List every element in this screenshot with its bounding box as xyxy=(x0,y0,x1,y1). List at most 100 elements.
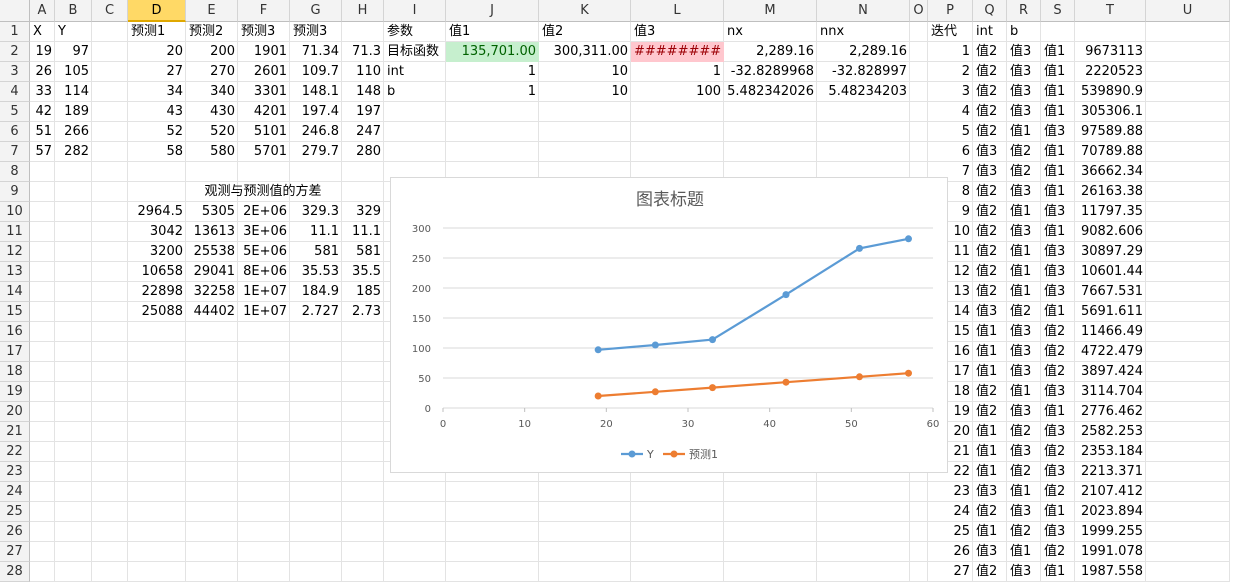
cell-h15[interactable]: 2.73 xyxy=(352,304,381,319)
iteration-choice[interactable]: 值2 xyxy=(976,504,998,519)
iteration-value[interactable]: 2582.253 xyxy=(1080,424,1143,439)
column-header-i[interactable]: I xyxy=(384,0,446,22)
iteration-choice[interactable]: 值2 xyxy=(1010,144,1032,159)
cell-f10[interactable]: 2E+06 xyxy=(243,204,287,219)
iteration-choice[interactable]: 值3 xyxy=(1044,284,1066,299)
cell-b1[interactable]: Y xyxy=(58,24,66,39)
column-header-d[interactable]: D xyxy=(128,0,186,22)
cell-l4[interactable]: 100 xyxy=(696,84,721,99)
cell-f6[interactable]: 5101 xyxy=(253,124,287,139)
iteration-choice[interactable]: 值2 xyxy=(976,384,998,399)
iteration-choice[interactable]: 值2 xyxy=(976,264,998,279)
iteration-number[interactable]: 17 xyxy=(953,364,970,379)
cell-b2[interactable]: 97 xyxy=(72,44,89,59)
iteration-choice[interactable]: 值3 xyxy=(1044,384,1066,399)
iteration-choice[interactable]: 值1 xyxy=(1044,504,1066,519)
iteration-choice[interactable]: 值1 xyxy=(1010,544,1032,559)
iteration-choice[interactable]: 值2 xyxy=(976,564,998,579)
iteration-choice[interactable]: 值1 xyxy=(1010,244,1032,259)
iteration-value[interactable]: 1999.255 xyxy=(1080,524,1143,539)
iteration-value[interactable]: 9673113 xyxy=(1085,44,1143,59)
cell-h4[interactable]: 148 xyxy=(356,84,381,99)
iteration-choice[interactable]: 值1 xyxy=(1044,44,1066,59)
row-header-19[interactable]: 19 xyxy=(0,382,30,402)
row-header-25[interactable]: 25 xyxy=(0,502,30,522)
cell-g13[interactable]: 35.53 xyxy=(301,264,339,279)
iteration-choice[interactable]: 值2 xyxy=(976,64,998,79)
column-header-g[interactable]: G xyxy=(290,0,342,22)
cell-f14[interactable]: 1E+07 xyxy=(243,284,287,299)
cell-m3[interactable]: -32.8289968 xyxy=(730,64,814,79)
iteration-choice[interactable]: 值1 xyxy=(1044,184,1066,199)
column-header-e[interactable]: E xyxy=(186,0,238,22)
cell-d5[interactable]: 43 xyxy=(166,104,183,119)
iteration-choice[interactable]: 值1 xyxy=(1010,284,1032,299)
row-header-10[interactable]: 10 xyxy=(0,202,30,222)
iteration-choice[interactable]: 值1 xyxy=(1044,64,1066,79)
iteration-value[interactable]: 36662.34 xyxy=(1080,164,1143,179)
cell-e5[interactable]: 430 xyxy=(210,104,235,119)
cell-f3[interactable]: 2601 xyxy=(253,64,287,79)
iteration-choice[interactable]: 值1 xyxy=(1010,204,1032,219)
iteration-choice[interactable]: 值1 xyxy=(1010,264,1032,279)
row-header-6[interactable]: 6 xyxy=(0,122,30,142)
cell-g15[interactable]: 2.727 xyxy=(301,304,339,319)
iteration-choice[interactable]: 值1 xyxy=(1044,404,1066,419)
cell-d11[interactable]: 3042 xyxy=(149,224,183,239)
cell-e6[interactable]: 520 xyxy=(210,124,235,139)
iteration-choice[interactable]: 值1 xyxy=(1010,384,1032,399)
iteration-choice[interactable]: 值2 xyxy=(976,204,998,219)
cell-n2[interactable]: 2,289.16 xyxy=(849,44,907,59)
iteration-choice[interactable]: 值2 xyxy=(976,404,998,419)
iteration-choice[interactable]: 值3 xyxy=(1044,244,1066,259)
iteration-choice[interactable]: 值3 xyxy=(1044,424,1066,439)
cell-f1[interactable]: 预测3 xyxy=(241,24,276,39)
cell-h5[interactable]: 197 xyxy=(356,104,381,119)
cell-j3[interactable]: 1 xyxy=(527,64,536,79)
cell-e3[interactable]: 270 xyxy=(210,64,235,79)
cell-g2[interactable]: 71.34 xyxy=(301,44,339,59)
iteration-choice[interactable]: 值1 xyxy=(976,424,998,439)
iteration-value[interactable]: 5691.611 xyxy=(1080,304,1143,319)
cell-a4[interactable]: 33 xyxy=(35,84,52,99)
iteration-number[interactable]: 5 xyxy=(961,124,970,139)
iteration-value[interactable]: 97589.88 xyxy=(1080,124,1143,139)
iteration-value[interactable]: 7667.531 xyxy=(1080,284,1143,299)
iteration-choice[interactable]: 值2 xyxy=(976,124,998,139)
cell-d12[interactable]: 3200 xyxy=(149,244,183,259)
row-header-9[interactable]: 9 xyxy=(0,182,30,202)
cell-n4[interactable]: 5.48234203 xyxy=(828,84,907,99)
cell-g4[interactable]: 148.1 xyxy=(301,84,339,99)
iteration-value[interactable]: 2776.462 xyxy=(1080,404,1143,419)
column-header-q[interactable]: Q xyxy=(973,0,1007,22)
iteration-choice[interactable]: 值1 xyxy=(976,464,998,479)
cell-b4[interactable]: 114 xyxy=(64,84,89,99)
cell-b7[interactable]: 282 xyxy=(64,144,89,159)
cell-i3[interactable]: int xyxy=(387,64,404,79)
cell-a6[interactable]: 51 xyxy=(35,124,52,139)
iteration-choice[interactable]: 值2 xyxy=(1044,324,1066,339)
column-header-h[interactable]: H xyxy=(342,0,384,22)
cell-g5[interactable]: 197.4 xyxy=(301,104,339,119)
iteration-choice[interactable]: 值3 xyxy=(976,304,998,319)
cell-j4[interactable]: 1 xyxy=(527,84,536,99)
cell-k3[interactable]: 10 xyxy=(611,64,628,79)
iteration-value[interactable]: 10601.44 xyxy=(1080,264,1143,279)
cell-h10[interactable]: 329 xyxy=(356,204,381,219)
column-header-u[interactable]: U xyxy=(1146,0,1230,22)
iteration-choice[interactable]: 值3 xyxy=(1010,224,1032,239)
row-header-26[interactable]: 26 xyxy=(0,522,30,542)
cell-m1[interactable]: nx xyxy=(727,24,743,39)
cell-e12[interactable]: 25538 xyxy=(193,244,235,259)
column-header-l[interactable]: L xyxy=(631,0,724,22)
cell-h7[interactable]: 280 xyxy=(356,144,381,159)
iteration-choice[interactable]: 值1 xyxy=(976,444,998,459)
cell-f11[interactable]: 3E+06 xyxy=(243,224,287,239)
iteration-number[interactable]: 4 xyxy=(961,104,970,119)
row-header-13[interactable]: 13 xyxy=(0,262,30,282)
cell-g7[interactable]: 279.7 xyxy=(301,144,339,159)
column-header-f[interactable]: F xyxy=(238,0,290,22)
iteration-number[interactable]: 1 xyxy=(961,44,970,59)
iteration-choice[interactable]: 值2 xyxy=(976,224,998,239)
iteration-choice[interactable]: 值3 xyxy=(1044,204,1066,219)
